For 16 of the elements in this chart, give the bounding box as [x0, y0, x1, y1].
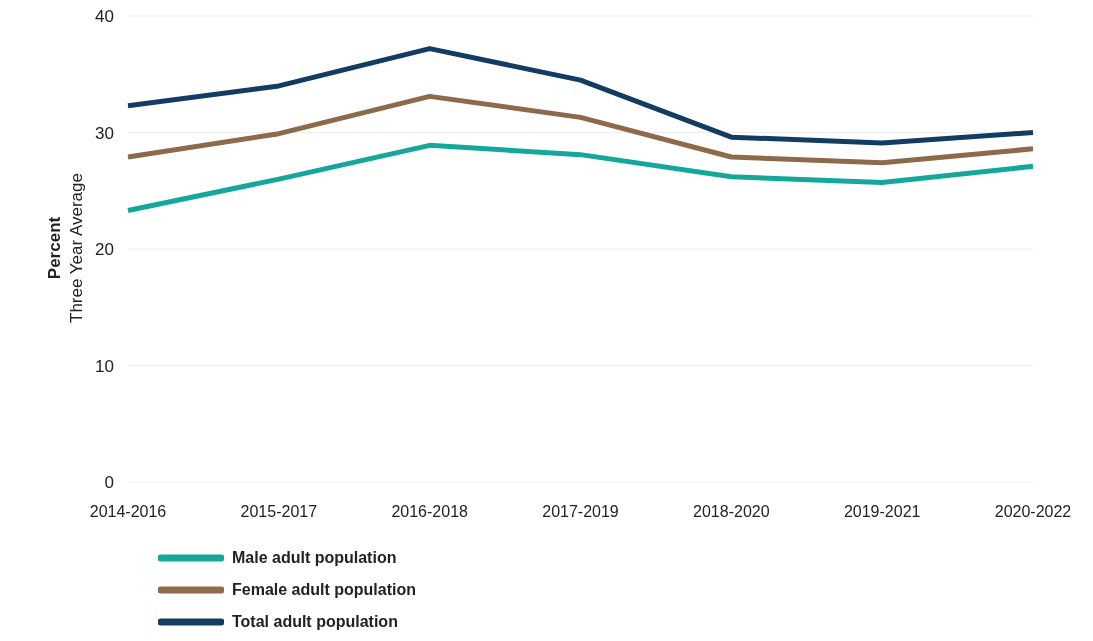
x-tick-label: 2016-2018: [391, 503, 469, 521]
y-tick-label: 10: [95, 356, 114, 376]
x-tick-label: 2014-2016: [89, 503, 167, 521]
x-tick-label: 2018-2020: [693, 503, 770, 521]
y-tick-label: 0: [104, 473, 114, 493]
x-tick-label: 2019-2021: [843, 503, 921, 521]
y-tick-label: 20: [95, 240, 114, 260]
legend-label: Total adult population: [232, 613, 398, 631]
x-tick-label: 2015-2017: [240, 503, 318, 521]
y-axis-title: Percent Three Year Average: [45, 173, 86, 323]
y-tick-label: 30: [95, 123, 114, 143]
x-tick-label: 2020-2022: [994, 503, 1072, 521]
x-tick-label: 2017-2019: [542, 503, 619, 521]
legend-label: Female adult population: [232, 581, 417, 599]
legend-label: Male adult population: [232, 549, 397, 567]
y-tick-label: 40: [95, 7, 114, 27]
